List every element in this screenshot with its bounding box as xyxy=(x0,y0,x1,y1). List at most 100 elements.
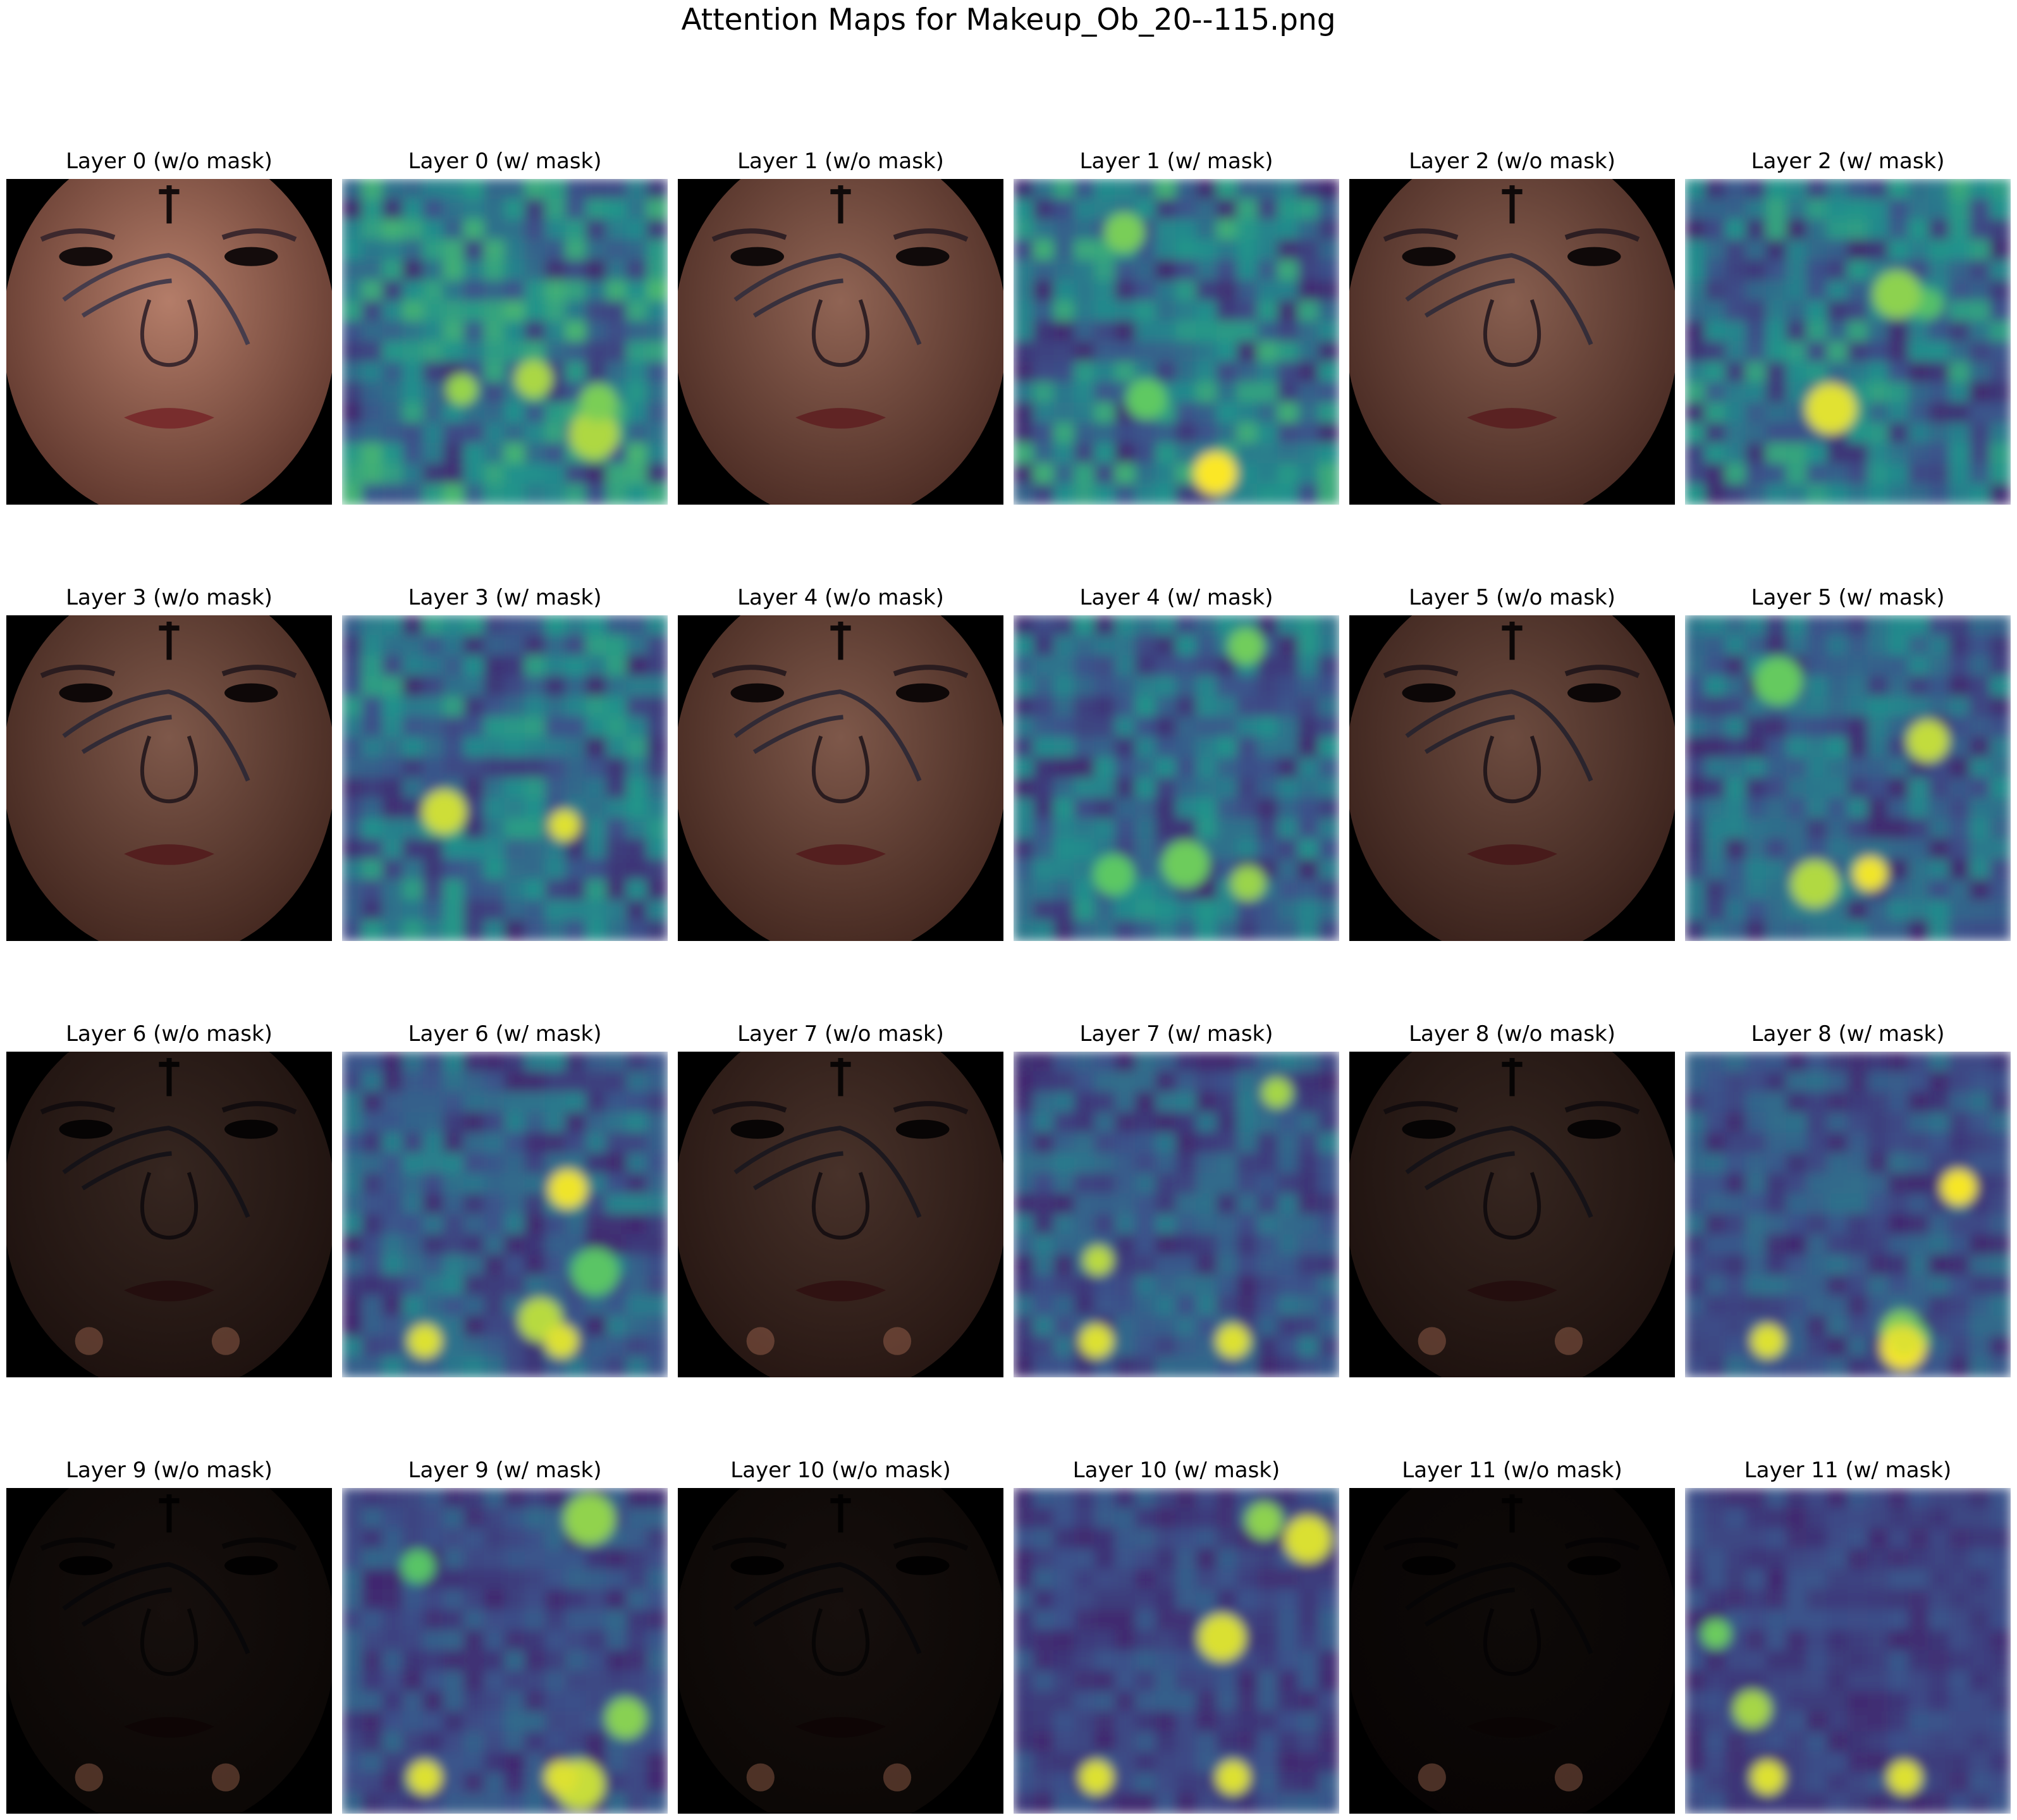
heatmap-cell xyxy=(342,1568,364,1590)
heatmap-cell xyxy=(1786,1052,1808,1073)
heatmap-cell xyxy=(1725,1315,1747,1337)
heatmap-hotspot xyxy=(402,1549,435,1583)
heatmap-hotspot xyxy=(579,383,617,422)
heatmap-cell xyxy=(422,879,444,901)
heatmap-cell xyxy=(1969,219,1991,241)
heatmap-cell xyxy=(1175,777,1198,799)
heatmap-cell xyxy=(504,737,526,759)
heatmap-cell xyxy=(646,615,668,637)
heatmap-cell xyxy=(1297,1731,1320,1754)
heatmap-cell xyxy=(463,1254,486,1277)
heatmap-cell xyxy=(1053,1589,1076,1611)
heatmap-cell xyxy=(585,1112,608,1134)
heatmap-cell xyxy=(1949,1548,1971,1570)
heatmap-cell xyxy=(565,1132,587,1154)
heatmap-cell xyxy=(463,655,486,677)
heatmap-cell xyxy=(1216,899,1239,921)
heatmap-cell xyxy=(1318,1173,1339,1195)
heatmap-cell xyxy=(1135,1772,1157,1794)
heatmap-cell xyxy=(1745,818,1767,840)
heatmap-cell xyxy=(524,422,546,445)
heatmap-cell xyxy=(1196,675,1218,698)
face-lips xyxy=(1467,408,1557,429)
heatmap-cell xyxy=(1114,716,1137,739)
heatmap-cell xyxy=(1053,1792,1076,1814)
heatmap-cell xyxy=(1297,1234,1320,1256)
heatmap-cell xyxy=(1806,1254,1829,1277)
heatmap-cell xyxy=(1175,1214,1198,1236)
heatmap-cell xyxy=(1074,1792,1096,1814)
face-brow xyxy=(1383,1101,1459,1115)
heatmap-cell xyxy=(422,1132,444,1154)
heatmap-cell xyxy=(422,1690,444,1713)
heatmap-cell xyxy=(646,675,668,698)
heatmap-cell xyxy=(1014,1052,1035,1073)
heatmap-cell xyxy=(646,179,668,200)
heatmap-cell xyxy=(646,879,668,901)
heatmap-cell xyxy=(1277,1295,1299,1317)
heatmap-cell xyxy=(1887,1173,1910,1195)
heatmap-cell xyxy=(1806,1295,1829,1317)
heatmap-cell xyxy=(1725,259,1747,281)
heatmap-cell xyxy=(1033,1670,1055,1692)
heatmap-hotspot xyxy=(1079,1324,1113,1358)
heatmap-cell xyxy=(342,919,364,941)
heatmap-cell xyxy=(1928,1528,1951,1550)
heatmap-cell xyxy=(1094,280,1116,302)
heatmap-hotspot xyxy=(408,1324,441,1358)
heatmap-cell xyxy=(1053,635,1076,657)
heatmap-cell xyxy=(1257,219,1279,241)
heatmap-cell xyxy=(646,1650,668,1672)
face-tattoo xyxy=(1405,253,1593,345)
heatmap-cell xyxy=(544,199,567,221)
heatmap-cell xyxy=(1155,655,1177,677)
heatmap-cell xyxy=(1765,1488,1787,1509)
heatmap-cell xyxy=(544,737,567,759)
heatmap-cell xyxy=(646,1254,668,1277)
heatmap-cell xyxy=(1908,1071,1930,1093)
heatmap-cell xyxy=(1827,716,1849,739)
heatmap-cell xyxy=(1053,1670,1076,1692)
heatmap-cell xyxy=(626,179,648,200)
heatmap-cell xyxy=(1908,1609,1930,1632)
heatmap-cell xyxy=(1297,818,1320,840)
heatmap-cell xyxy=(1969,757,1991,779)
heatmap-cell xyxy=(1135,1690,1157,1713)
heatmap-cell xyxy=(484,1295,506,1317)
heatmap-cell xyxy=(1155,1568,1177,1590)
heatmap-cell xyxy=(362,1711,384,1733)
heatmap-cell xyxy=(1053,1315,1076,1337)
heatmap-cell xyxy=(646,1132,668,1154)
heatmap-cell xyxy=(422,1670,444,1692)
heatmap-cell xyxy=(1135,839,1157,861)
heatmap-cell xyxy=(1033,1315,1055,1337)
heatmap-cell xyxy=(1297,737,1320,759)
heatmap-cell xyxy=(1014,443,1035,465)
face-overlay-image xyxy=(1349,1488,1675,1814)
heatmap-cell xyxy=(1196,1488,1218,1509)
heatmap-cell xyxy=(1786,1152,1808,1175)
heatmap-cell xyxy=(1705,1548,1727,1570)
heatmap-cell xyxy=(504,879,526,901)
heatmap-cell xyxy=(524,341,546,363)
heatmap-cell xyxy=(1277,1275,1299,1297)
heatmap-cell xyxy=(1257,1731,1279,1754)
heatmap-cell xyxy=(1257,381,1279,404)
heatmap-cell xyxy=(382,1214,404,1236)
heatmap-cell xyxy=(1114,483,1137,505)
heatmap-cell xyxy=(1765,1670,1787,1692)
heatmap-cell xyxy=(1705,1193,1727,1215)
heatmap-cell xyxy=(1867,1295,1889,1317)
heatmap-cell xyxy=(422,1052,444,1073)
heatmap-cell xyxy=(443,839,465,861)
heatmap-cell xyxy=(1745,1528,1767,1550)
heatmap-cell xyxy=(1928,1792,1951,1814)
heatmap-cell xyxy=(1908,1528,1930,1550)
heatmap-cell xyxy=(342,321,364,343)
heatmap-cell xyxy=(544,1112,567,1134)
heatmap-cell xyxy=(1928,1609,1951,1632)
heatmap-cell xyxy=(1175,259,1198,281)
heatmap-cell xyxy=(585,655,608,677)
heatmap-cell xyxy=(402,899,424,921)
heatmap-cell xyxy=(504,635,526,657)
